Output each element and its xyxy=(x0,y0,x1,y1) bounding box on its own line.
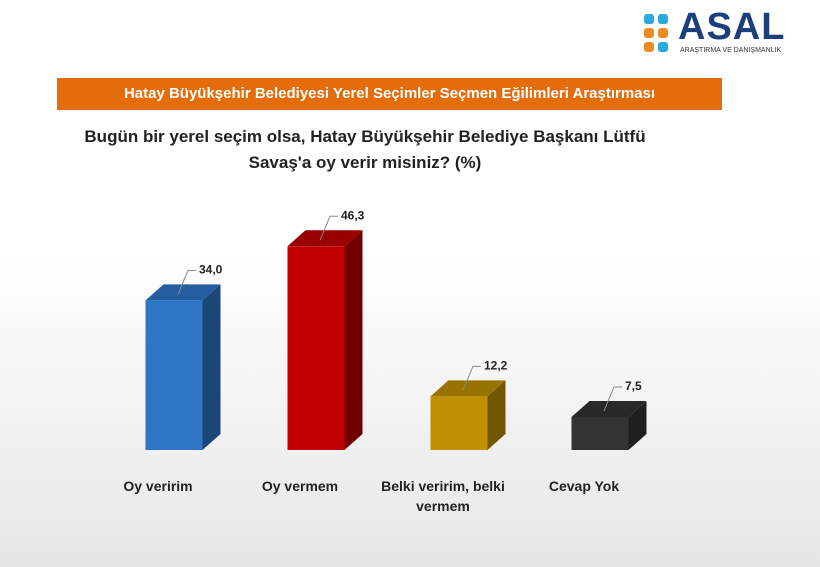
chart-title: Bugün bir yerel seçim olsa, Hatay Büyükş… xyxy=(84,127,646,172)
bar xyxy=(287,246,345,450)
value-label: 34,0 xyxy=(199,263,223,277)
x-tick-label: Oy vermem xyxy=(261,478,339,494)
leader-line xyxy=(319,215,338,241)
bar-side xyxy=(628,401,647,450)
x-tick-label: Oy veririm xyxy=(123,478,193,494)
bar-side xyxy=(344,230,363,450)
leader-line xyxy=(462,365,481,391)
value-label: 46,3 xyxy=(341,208,365,222)
bar-side xyxy=(487,380,506,450)
leader-line xyxy=(177,269,196,295)
value-label: 12,2 xyxy=(484,358,508,372)
logo-name: ASAL xyxy=(678,6,786,48)
x-tick-label: Belki veririm, belki vermem xyxy=(381,478,505,514)
bar-side xyxy=(202,284,221,450)
bar-top xyxy=(430,380,506,397)
bar xyxy=(430,396,488,450)
value-label: 7,5 xyxy=(625,379,642,393)
banner: Hatay Büyükşehir Belediyesi Yerel Seçiml… xyxy=(57,78,722,110)
logo-tagline: ARAŞTIRMA VE DANIŞMANLIK xyxy=(680,47,782,54)
leader-line xyxy=(603,386,622,412)
bar-top xyxy=(571,401,647,417)
bar-top xyxy=(287,230,363,247)
bar xyxy=(571,417,629,450)
logo-icon xyxy=(644,14,668,52)
bar-top xyxy=(145,284,221,301)
bar xyxy=(145,300,203,450)
x-tick-label: Cevap Yok xyxy=(548,478,620,494)
